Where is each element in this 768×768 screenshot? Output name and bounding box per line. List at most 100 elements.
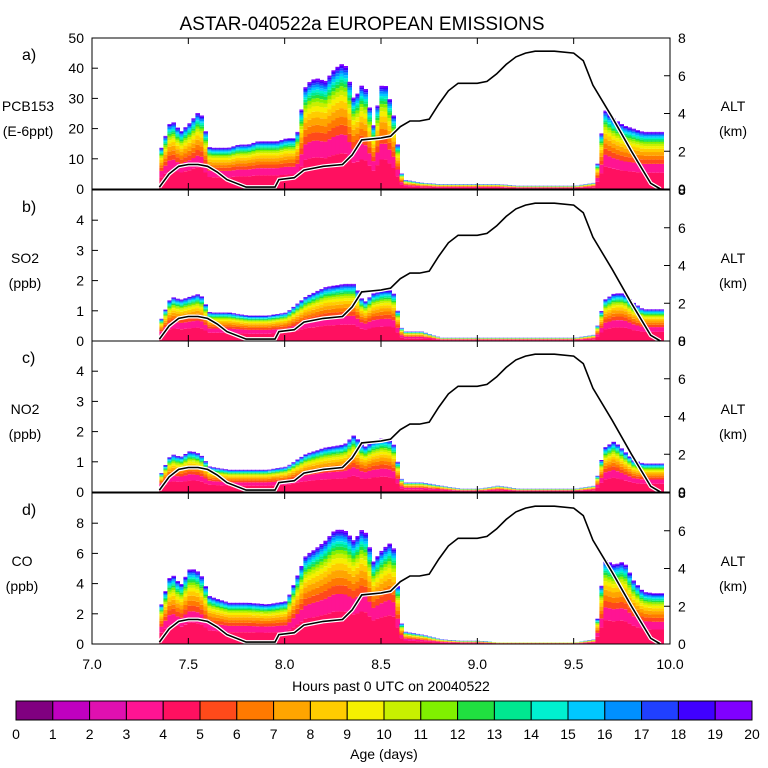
age-band-bar xyxy=(163,145,168,148)
age-band-bar xyxy=(167,464,172,466)
age-band-bar xyxy=(267,474,272,476)
age-band-bar xyxy=(167,125,172,127)
age-band-bar xyxy=(311,81,316,84)
age-band-bar xyxy=(251,326,256,328)
age-band-bar xyxy=(271,472,276,474)
age-band-bar xyxy=(383,299,388,301)
age-band-bar xyxy=(635,147,640,151)
age-band-bar xyxy=(643,136,648,138)
age-band-bar xyxy=(367,297,372,299)
age-band-bar xyxy=(655,137,660,139)
age-band-bar xyxy=(603,299,608,301)
age-band-bar xyxy=(191,453,196,455)
age-band-bar xyxy=(215,147,220,149)
age-band-bar xyxy=(243,477,248,480)
age-band-bar xyxy=(295,148,300,153)
age-band-bar xyxy=(183,463,188,466)
age-band-bar xyxy=(255,320,260,321)
age-band-bar xyxy=(619,301,624,304)
age-band-bar xyxy=(323,289,328,292)
age-band-bar xyxy=(643,309,648,310)
age-band-bar xyxy=(203,163,208,173)
age-band-bar xyxy=(411,185,416,186)
age-band-bar xyxy=(315,311,320,316)
age-band-bar xyxy=(231,167,236,171)
age-band-bar xyxy=(559,187,564,189)
age-band-bar xyxy=(287,325,292,328)
age-band-bar xyxy=(367,165,372,189)
age-band-bar xyxy=(327,317,332,326)
age-band-bar xyxy=(191,317,196,322)
y-tick-label: 50 xyxy=(68,30,84,46)
age-band-bar xyxy=(163,143,168,146)
age-band-bar xyxy=(271,481,276,486)
age-band-bar xyxy=(387,318,392,327)
age-band-bar xyxy=(647,327,652,332)
age-band-bar xyxy=(383,122,388,130)
y-tick-label: 40 xyxy=(68,60,84,76)
age-band-bar xyxy=(251,148,256,150)
age-band-bar xyxy=(255,168,260,176)
age-band-bar xyxy=(383,311,388,315)
age-band-bar xyxy=(227,473,232,474)
age-band-bar xyxy=(635,306,640,307)
age-band-bar xyxy=(187,300,192,302)
age-band-bar xyxy=(651,131,656,133)
age-band-bar xyxy=(395,155,400,158)
age-band-bar xyxy=(167,300,172,302)
age-band-bar xyxy=(347,158,352,189)
age-band-bar xyxy=(335,126,340,136)
age-band-bar xyxy=(319,118,324,126)
age-band-bar xyxy=(183,469,188,473)
age-band-bar xyxy=(379,294,384,296)
age-band-bar xyxy=(399,176,404,178)
age-band-bar xyxy=(391,303,396,306)
age-band-bar xyxy=(403,335,408,337)
age-band-bar xyxy=(407,338,412,341)
age-band-bar xyxy=(343,153,348,189)
age-band-bar xyxy=(219,159,224,163)
age-band-bar xyxy=(247,476,252,478)
age-band-bar xyxy=(279,320,284,322)
age-band-bar xyxy=(243,149,248,151)
age-band-bar xyxy=(327,92,332,96)
age-band-bar xyxy=(259,142,264,143)
age-band-bar xyxy=(167,459,172,461)
age-band-bar xyxy=(659,312,664,314)
age-band-bar xyxy=(251,318,256,319)
age-band-bar xyxy=(623,299,628,301)
age-band-bar xyxy=(303,310,308,313)
age-band-bar xyxy=(627,133,632,136)
age-band-bar xyxy=(227,148,232,149)
age-band-bar xyxy=(639,148,644,152)
age-band-bar xyxy=(195,472,200,475)
age-band-bar xyxy=(651,148,656,153)
age-band-bar xyxy=(479,339,484,341)
age-band-bar xyxy=(603,306,608,308)
age-band-bar xyxy=(243,321,248,323)
age-band-bar xyxy=(267,472,272,473)
age-band-bar xyxy=(495,339,500,341)
age-band-bar xyxy=(423,336,428,337)
age-band-bar xyxy=(207,474,212,476)
age-band-bar xyxy=(183,303,188,305)
age-band-bar xyxy=(163,151,168,155)
age-band-bar xyxy=(331,82,336,85)
age-band-bar xyxy=(387,292,392,293)
age-band-bar xyxy=(251,156,256,160)
age-band-bar xyxy=(307,297,312,299)
age-band-bar xyxy=(179,302,184,304)
age-band-bar xyxy=(367,302,372,304)
age-band-bar xyxy=(227,151,232,153)
age-band-bar xyxy=(611,125,616,128)
age-band-bar xyxy=(383,326,388,341)
age-band-bar xyxy=(627,138,632,141)
age-band-bar xyxy=(439,187,444,189)
age-band-bar xyxy=(219,314,224,316)
age-band-bar xyxy=(179,141,184,144)
age-band-bar xyxy=(631,136,636,138)
age-band-bar xyxy=(327,291,332,294)
age-band-bar xyxy=(651,133,656,135)
age-band-bar xyxy=(191,474,196,481)
age-band-bar xyxy=(295,140,300,142)
